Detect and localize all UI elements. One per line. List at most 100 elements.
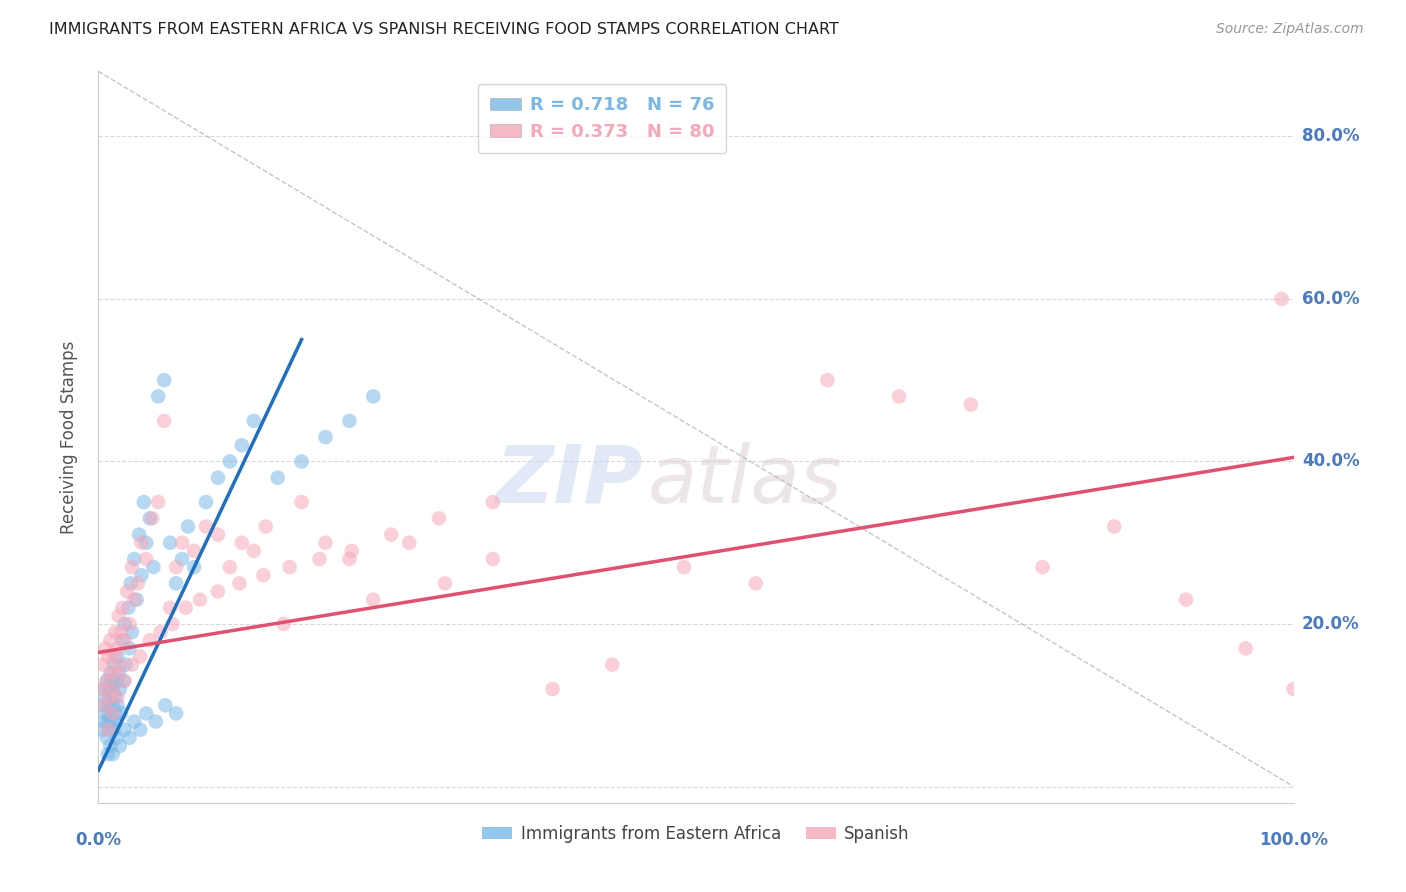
Point	[131, 568, 153, 582]
Point	[129, 649, 152, 664]
Text: 60.0%: 60.0%	[1302, 290, 1360, 308]
Point	[93, 698, 115, 713]
Point	[339, 552, 361, 566]
Point	[267, 471, 290, 485]
Point	[673, 560, 696, 574]
Text: atlas: atlas	[648, 442, 844, 520]
Point	[1282, 681, 1305, 696]
Point	[121, 657, 143, 672]
Text: 100.0%: 100.0%	[1258, 830, 1329, 848]
Point	[291, 495, 314, 509]
Point	[165, 560, 187, 574]
Point	[96, 673, 118, 688]
Point	[278, 560, 301, 574]
Point	[96, 673, 118, 688]
Point	[107, 665, 129, 680]
Point	[174, 600, 197, 615]
Text: 20.0%: 20.0%	[1302, 615, 1360, 633]
Text: 80.0%: 80.0%	[1302, 128, 1360, 145]
Point	[243, 414, 266, 428]
Point	[207, 527, 229, 541]
Point	[105, 673, 128, 688]
Point	[107, 641, 129, 656]
Point	[98, 739, 122, 753]
Point	[98, 690, 122, 705]
Point	[481, 552, 505, 566]
Point	[101, 681, 124, 696]
Point	[97, 747, 120, 761]
Point	[112, 673, 135, 688]
Point	[148, 389, 170, 403]
Point	[172, 535, 194, 549]
Point	[207, 471, 229, 485]
Point	[98, 633, 122, 648]
Point	[100, 673, 122, 688]
Point	[100, 714, 122, 729]
Point	[195, 495, 218, 509]
Point	[110, 706, 132, 721]
Point	[115, 657, 138, 672]
Point	[110, 625, 132, 640]
Point	[117, 600, 139, 615]
Point	[139, 633, 162, 648]
Point	[98, 681, 121, 696]
Point	[124, 714, 146, 729]
Point	[104, 625, 127, 640]
Point	[165, 706, 187, 721]
Point	[94, 641, 117, 656]
Point	[101, 681, 124, 696]
Text: ZIP: ZIP	[495, 442, 643, 520]
Point	[103, 649, 125, 664]
Point	[91, 723, 114, 737]
Point	[97, 723, 120, 737]
Point	[145, 714, 167, 729]
Point	[108, 681, 131, 696]
Point	[481, 495, 505, 509]
Point	[142, 560, 165, 574]
Point	[380, 527, 402, 541]
Point	[118, 731, 141, 745]
Point	[91, 698, 114, 713]
Point	[103, 657, 125, 672]
Point	[127, 576, 149, 591]
Point	[1175, 592, 1198, 607]
Point	[97, 714, 120, 729]
Point	[129, 723, 152, 737]
Point	[139, 511, 162, 525]
Point	[121, 625, 143, 640]
Point	[124, 592, 146, 607]
Point	[427, 511, 450, 525]
Point	[118, 641, 141, 656]
Point	[97, 698, 120, 713]
Point	[111, 600, 134, 615]
Point	[107, 649, 129, 664]
Point	[340, 544, 363, 558]
Point	[243, 544, 266, 558]
Point	[252, 568, 274, 582]
Point	[131, 535, 153, 549]
Point	[114, 633, 136, 648]
Point	[100, 665, 122, 680]
Point	[183, 544, 205, 558]
Point	[108, 739, 131, 753]
Point	[231, 535, 253, 549]
Point	[91, 681, 114, 696]
Point	[273, 617, 295, 632]
Point	[153, 373, 176, 387]
Point	[107, 608, 129, 623]
Point	[363, 592, 385, 607]
Point	[97, 649, 120, 664]
Point	[104, 690, 127, 705]
Text: 0.0%: 0.0%	[76, 830, 121, 848]
Point	[96, 731, 118, 745]
Point	[118, 617, 141, 632]
Point	[398, 535, 420, 549]
Point	[135, 552, 157, 566]
Point	[111, 633, 134, 648]
Point	[98, 665, 122, 680]
Point	[291, 454, 314, 468]
Point	[195, 519, 218, 533]
Point	[162, 617, 184, 632]
Point	[101, 747, 124, 761]
Point	[231, 438, 253, 452]
